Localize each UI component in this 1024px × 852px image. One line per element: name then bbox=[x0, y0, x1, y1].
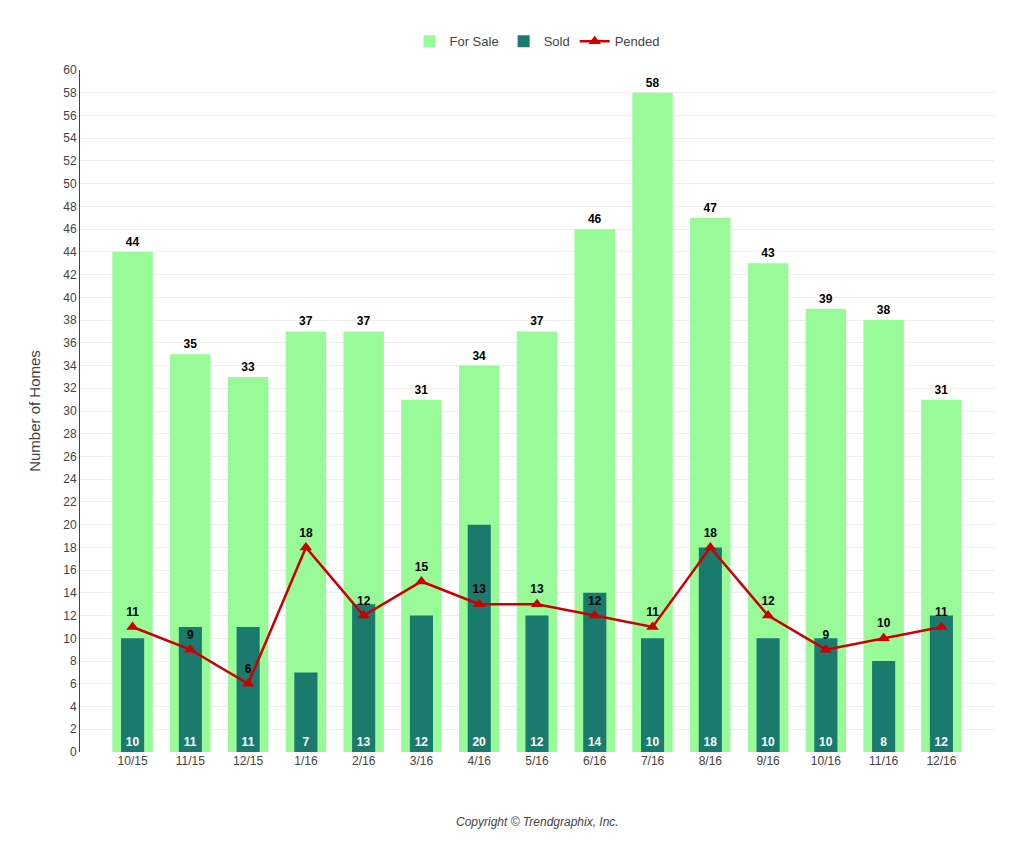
svg-text:37: 37 bbox=[530, 314, 544, 328]
svg-text:12/16: 12/16 bbox=[926, 754, 956, 768]
svg-text:9/16: 9/16 bbox=[756, 754, 780, 768]
svg-text:11: 11 bbox=[242, 735, 255, 749]
svg-text:30: 30 bbox=[63, 404, 77, 418]
svg-text:7/16: 7/16 bbox=[641, 754, 665, 768]
svg-text:4/16: 4/16 bbox=[468, 754, 492, 768]
svg-text:54: 54 bbox=[63, 131, 77, 145]
svg-text:43: 43 bbox=[761, 246, 775, 260]
svg-text:6: 6 bbox=[245, 662, 252, 676]
svg-text:For Sale: For Sale bbox=[450, 34, 499, 49]
svg-text:52: 52 bbox=[63, 154, 77, 168]
svg-text:2/16: 2/16 bbox=[352, 754, 376, 768]
svg-text:12/15: 12/15 bbox=[233, 754, 263, 768]
svg-text:8: 8 bbox=[70, 654, 77, 668]
svg-text:5/16: 5/16 bbox=[525, 754, 549, 768]
svg-text:20: 20 bbox=[63, 518, 77, 532]
svg-text:33: 33 bbox=[241, 360, 255, 374]
svg-text:12: 12 bbox=[761, 594, 775, 608]
svg-text:Copyright © Trendgraphix, Inc.: Copyright © Trendgraphix, Inc. bbox=[456, 815, 619, 829]
svg-text:Sold: Sold bbox=[544, 34, 570, 49]
svg-text:47: 47 bbox=[703, 201, 717, 215]
svg-text:31: 31 bbox=[415, 383, 429, 397]
svg-text:38: 38 bbox=[877, 303, 891, 317]
svg-text:11: 11 bbox=[126, 605, 139, 619]
svg-text:38: 38 bbox=[63, 313, 77, 327]
svg-text:13: 13 bbox=[473, 582, 487, 596]
svg-text:1/16: 1/16 bbox=[294, 754, 318, 768]
svg-text:11/16: 11/16 bbox=[869, 754, 898, 768]
svg-text:20: 20 bbox=[472, 735, 486, 749]
svg-text:18: 18 bbox=[63, 541, 77, 555]
svg-text:10: 10 bbox=[761, 735, 775, 749]
svg-text:46: 46 bbox=[588, 212, 602, 226]
svg-text:6/16: 6/16 bbox=[583, 754, 607, 768]
svg-text:34: 34 bbox=[472, 349, 486, 363]
svg-text:26: 26 bbox=[63, 450, 77, 464]
svg-text:36: 36 bbox=[63, 336, 77, 350]
svg-text:2: 2 bbox=[70, 722, 77, 736]
svg-text:10: 10 bbox=[126, 735, 140, 749]
svg-text:10: 10 bbox=[819, 735, 833, 749]
svg-text:6: 6 bbox=[70, 677, 77, 691]
svg-text:11: 11 bbox=[184, 735, 197, 749]
svg-text:16: 16 bbox=[63, 563, 77, 577]
svg-text:14: 14 bbox=[588, 735, 602, 749]
svg-text:10: 10 bbox=[63, 632, 77, 646]
svg-text:18: 18 bbox=[704, 526, 718, 540]
svg-text:12: 12 bbox=[357, 594, 371, 608]
svg-text:13: 13 bbox=[530, 582, 544, 596]
svg-text:40: 40 bbox=[63, 291, 77, 305]
svg-text:48: 48 bbox=[63, 200, 77, 214]
svg-text:4: 4 bbox=[70, 700, 77, 714]
svg-text:11: 11 bbox=[646, 605, 659, 619]
svg-text:13: 13 bbox=[357, 735, 371, 749]
svg-text:3/16: 3/16 bbox=[410, 754, 434, 768]
svg-text:32: 32 bbox=[63, 381, 77, 395]
svg-text:39: 39 bbox=[819, 292, 833, 306]
svg-text:10/16: 10/16 bbox=[811, 754, 841, 768]
svg-text:10/15: 10/15 bbox=[118, 754, 148, 768]
svg-text:9: 9 bbox=[823, 628, 830, 642]
svg-text:12: 12 bbox=[530, 735, 544, 749]
svg-text:44: 44 bbox=[126, 235, 140, 249]
svg-text:44: 44 bbox=[63, 245, 77, 259]
svg-text:7: 7 bbox=[302, 735, 309, 749]
svg-text:22: 22 bbox=[63, 495, 77, 509]
svg-text:12: 12 bbox=[588, 594, 602, 608]
svg-text:8: 8 bbox=[880, 735, 887, 749]
svg-text:10: 10 bbox=[877, 616, 891, 630]
svg-text:9: 9 bbox=[187, 628, 194, 642]
svg-text:10: 10 bbox=[646, 735, 660, 749]
svg-text:15: 15 bbox=[415, 560, 429, 574]
svg-text:35: 35 bbox=[184, 337, 198, 351]
svg-text:37: 37 bbox=[357, 314, 371, 328]
svg-text:0: 0 bbox=[70, 745, 77, 759]
svg-text:11/15: 11/15 bbox=[176, 754, 205, 768]
svg-text:8/16: 8/16 bbox=[699, 754, 723, 768]
svg-text:56: 56 bbox=[63, 109, 77, 123]
svg-text:18: 18 bbox=[703, 735, 717, 749]
svg-text:12: 12 bbox=[63, 609, 77, 623]
svg-text:60: 60 bbox=[63, 63, 77, 77]
svg-text:18: 18 bbox=[299, 526, 313, 540]
svg-text:50: 50 bbox=[63, 177, 77, 191]
svg-text:24: 24 bbox=[63, 472, 77, 486]
svg-text:12: 12 bbox=[415, 735, 429, 749]
svg-text:11: 11 bbox=[935, 605, 948, 619]
svg-text:46: 46 bbox=[63, 222, 77, 236]
svg-text:14: 14 bbox=[63, 586, 77, 600]
svg-text:58: 58 bbox=[63, 86, 77, 100]
svg-text:31: 31 bbox=[935, 383, 949, 397]
svg-text:Number of Homes: Number of Homes bbox=[26, 350, 43, 472]
svg-text:58: 58 bbox=[646, 76, 660, 90]
svg-text:42: 42 bbox=[63, 268, 77, 282]
svg-text:28: 28 bbox=[63, 427, 77, 441]
svg-text:12: 12 bbox=[935, 735, 949, 749]
svg-text:37: 37 bbox=[299, 314, 313, 328]
svg-text:Pended: Pended bbox=[615, 34, 660, 49]
svg-text:34: 34 bbox=[63, 359, 77, 373]
